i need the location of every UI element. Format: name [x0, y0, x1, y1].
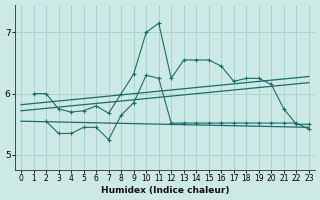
X-axis label: Humidex (Indice chaleur): Humidex (Indice chaleur): [101, 186, 229, 195]
